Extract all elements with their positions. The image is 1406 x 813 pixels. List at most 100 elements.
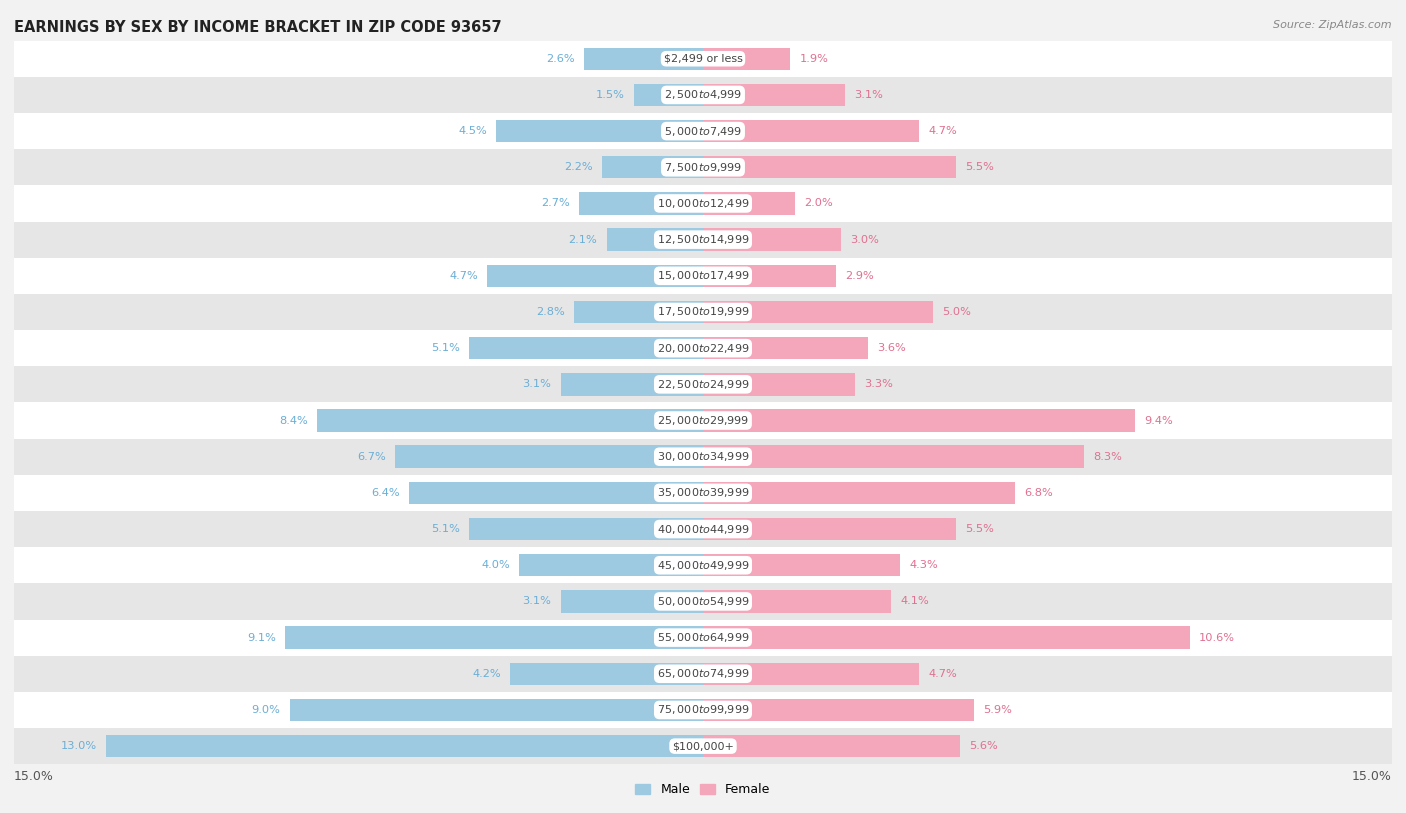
Text: 10.6%: 10.6% bbox=[1199, 633, 1234, 642]
Bar bbox=[14, 185, 1392, 221]
Bar bbox=[14, 620, 1392, 655]
Text: 2.1%: 2.1% bbox=[568, 235, 598, 245]
Text: 9.0%: 9.0% bbox=[252, 705, 280, 715]
Bar bbox=[703, 735, 960, 758]
Text: 3.1%: 3.1% bbox=[523, 597, 551, 606]
Bar bbox=[602, 156, 703, 179]
Text: 1.5%: 1.5% bbox=[596, 90, 624, 100]
Bar bbox=[703, 446, 1084, 468]
Bar bbox=[14, 113, 1392, 150]
Text: $20,000 to $22,499: $20,000 to $22,499 bbox=[657, 341, 749, 354]
Bar bbox=[14, 692, 1392, 728]
Text: 6.4%: 6.4% bbox=[371, 488, 399, 498]
Text: 1.9%: 1.9% bbox=[800, 54, 828, 63]
Bar bbox=[409, 481, 703, 504]
Bar bbox=[703, 156, 956, 179]
Text: 5.1%: 5.1% bbox=[430, 343, 460, 353]
Text: $75,000 to $99,999: $75,000 to $99,999 bbox=[657, 703, 749, 716]
Bar bbox=[486, 264, 703, 287]
Bar bbox=[583, 47, 703, 70]
Text: 5.5%: 5.5% bbox=[965, 163, 994, 172]
Text: $5,000 to $7,499: $5,000 to $7,499 bbox=[664, 124, 742, 137]
Text: 2.8%: 2.8% bbox=[537, 307, 565, 317]
Bar bbox=[606, 228, 703, 251]
Text: $35,000 to $39,999: $35,000 to $39,999 bbox=[657, 486, 749, 499]
Text: 6.7%: 6.7% bbox=[357, 452, 387, 462]
Bar bbox=[14, 547, 1392, 584]
Text: 9.1%: 9.1% bbox=[247, 633, 276, 642]
Text: EARNINGS BY SEX BY INCOME BRACKET IN ZIP CODE 93657: EARNINGS BY SEX BY INCOME BRACKET IN ZIP… bbox=[14, 20, 502, 35]
Text: 9.4%: 9.4% bbox=[1144, 415, 1173, 425]
Text: $15,000 to $17,499: $15,000 to $17,499 bbox=[657, 269, 749, 282]
Bar bbox=[510, 663, 703, 685]
Text: Source: ZipAtlas.com: Source: ZipAtlas.com bbox=[1274, 20, 1392, 30]
Text: 3.3%: 3.3% bbox=[863, 380, 893, 389]
Text: $50,000 to $54,999: $50,000 to $54,999 bbox=[657, 595, 749, 608]
Text: $2,499 or less: $2,499 or less bbox=[664, 54, 742, 63]
Bar bbox=[561, 590, 703, 613]
Text: 5.5%: 5.5% bbox=[965, 524, 994, 534]
Bar bbox=[285, 626, 703, 649]
Bar bbox=[290, 698, 703, 721]
Text: 15.0%: 15.0% bbox=[14, 770, 53, 783]
Bar bbox=[468, 518, 703, 541]
Bar bbox=[14, 475, 1392, 511]
Bar bbox=[14, 584, 1392, 620]
Bar bbox=[14, 402, 1392, 439]
Bar bbox=[14, 77, 1392, 113]
Text: $40,000 to $44,999: $40,000 to $44,999 bbox=[657, 523, 749, 536]
Text: 2.2%: 2.2% bbox=[564, 163, 593, 172]
Text: 15.0%: 15.0% bbox=[1353, 770, 1392, 783]
Bar bbox=[14, 258, 1392, 294]
Text: 5.9%: 5.9% bbox=[983, 705, 1012, 715]
Bar bbox=[14, 655, 1392, 692]
Text: 3.1%: 3.1% bbox=[855, 90, 883, 100]
Text: 3.6%: 3.6% bbox=[877, 343, 907, 353]
Bar bbox=[703, 409, 1135, 432]
Text: $55,000 to $64,999: $55,000 to $64,999 bbox=[657, 631, 749, 644]
Bar bbox=[105, 735, 703, 758]
Text: $2,500 to $4,999: $2,500 to $4,999 bbox=[664, 89, 742, 102]
Bar bbox=[14, 330, 1392, 366]
Bar bbox=[703, 228, 841, 251]
Bar bbox=[14, 439, 1392, 475]
Bar bbox=[14, 511, 1392, 547]
Bar bbox=[703, 626, 1189, 649]
Bar bbox=[703, 47, 790, 70]
Bar bbox=[318, 409, 703, 432]
Bar bbox=[14, 222, 1392, 258]
Text: 2.6%: 2.6% bbox=[546, 54, 575, 63]
Bar bbox=[14, 366, 1392, 402]
Bar bbox=[703, 120, 920, 142]
Text: 5.0%: 5.0% bbox=[942, 307, 970, 317]
Text: 4.1%: 4.1% bbox=[900, 597, 929, 606]
Text: $25,000 to $29,999: $25,000 to $29,999 bbox=[657, 414, 749, 427]
Bar bbox=[468, 337, 703, 359]
Text: 4.7%: 4.7% bbox=[449, 271, 478, 280]
Text: $17,500 to $19,999: $17,500 to $19,999 bbox=[657, 306, 749, 319]
Bar bbox=[395, 446, 703, 468]
Text: 13.0%: 13.0% bbox=[60, 741, 97, 751]
Bar bbox=[634, 84, 703, 107]
Bar bbox=[14, 150, 1392, 185]
Text: $30,000 to $34,999: $30,000 to $34,999 bbox=[657, 450, 749, 463]
Bar bbox=[14, 294, 1392, 330]
Text: 8.3%: 8.3% bbox=[1094, 452, 1122, 462]
Bar bbox=[703, 264, 837, 287]
Text: 8.4%: 8.4% bbox=[280, 415, 308, 425]
Bar bbox=[703, 373, 855, 396]
Text: $100,000+: $100,000+ bbox=[672, 741, 734, 751]
Text: 2.0%: 2.0% bbox=[804, 198, 832, 208]
Text: 4.2%: 4.2% bbox=[472, 669, 501, 679]
Bar bbox=[703, 301, 932, 324]
Bar bbox=[703, 337, 869, 359]
Text: 4.3%: 4.3% bbox=[910, 560, 938, 570]
Text: 3.0%: 3.0% bbox=[851, 235, 879, 245]
Bar bbox=[579, 192, 703, 215]
Text: 4.7%: 4.7% bbox=[928, 669, 957, 679]
Text: $7,500 to $9,999: $7,500 to $9,999 bbox=[664, 161, 742, 174]
Text: $10,000 to $12,499: $10,000 to $12,499 bbox=[657, 197, 749, 210]
Text: 2.7%: 2.7% bbox=[541, 198, 569, 208]
Text: 5.1%: 5.1% bbox=[430, 524, 460, 534]
Bar bbox=[703, 554, 900, 576]
